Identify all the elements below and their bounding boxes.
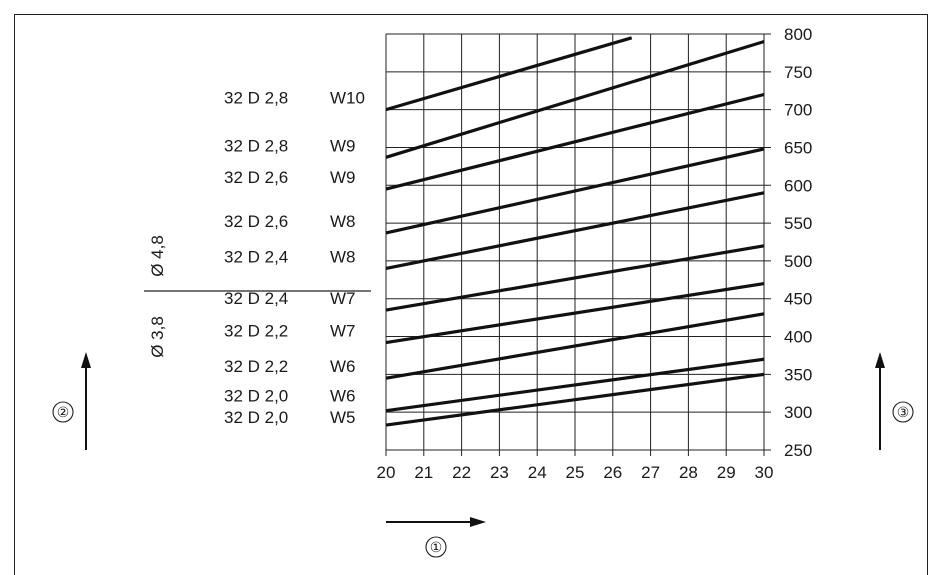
- callouts: ① ② ③: [52, 352, 914, 558]
- series-code-label: 32 D 2,2: [224, 357, 288, 376]
- series-w-label: W8: [330, 212, 356, 231]
- series-code-label: 32 D 2,0: [224, 387, 288, 406]
- y-tick-label: 500: [784, 252, 812, 271]
- series-line: [385, 92, 765, 191]
- series-w-label: W5: [330, 408, 356, 427]
- series-w-label: W6: [330, 387, 356, 406]
- arrow-left-head: [81, 352, 91, 368]
- series-w-label: W7: [330, 322, 356, 341]
- y-tick-label: 450: [784, 290, 812, 309]
- x-axis-ticks: 20 21 22 23 24 25 26 27 28 29 30: [377, 463, 774, 482]
- chart-series: [385, 36, 765, 427]
- y-tick-label: 700: [784, 101, 812, 120]
- series-line: [385, 40, 765, 159]
- y-tick-label: 650: [784, 138, 812, 157]
- arrow-right-head: [875, 352, 885, 368]
- series-code-label: 32 D 2,6: [224, 212, 288, 231]
- callout-1-circle: [425, 536, 447, 558]
- x-tick-label: 24: [528, 463, 547, 482]
- x-tick-label: 20: [377, 463, 396, 482]
- series-w-label: W10: [330, 89, 365, 108]
- diameter-label-lower: Ø 3,8: [148, 316, 167, 358]
- series-line: [385, 36, 633, 112]
- y-tick-label: 550: [784, 214, 812, 233]
- series-w-label: W9: [330, 168, 356, 187]
- series-code-label: 32 D 2,8: [224, 89, 288, 108]
- x-tick-label: 29: [717, 463, 736, 482]
- callout-1-number: ①: [430, 539, 443, 555]
- callout-2-circle: [52, 401, 74, 423]
- y-tick-label: 350: [784, 365, 812, 384]
- x-tick-label: 23: [490, 463, 509, 482]
- callout-2-number: ②: [57, 404, 70, 420]
- figure-frame: [14, 14, 928, 575]
- series-code-label: 32 D 2,4: [224, 289, 288, 308]
- series-code-label: 32 D 2,6: [224, 168, 288, 187]
- x-tick-label: 30: [755, 463, 774, 482]
- callout-3-number: ③: [897, 404, 910, 420]
- x-tick-label: 26: [603, 463, 622, 482]
- y-tick-label: 250: [784, 441, 812, 460]
- series-line: [385, 244, 765, 312]
- series-w-label: W6: [330, 357, 356, 376]
- y-tick-label: 600: [784, 176, 812, 195]
- y-axis-ticks: 250 300 350 400 450 500 550 600 650 700 750 800: [784, 25, 812, 460]
- series-line: [385, 357, 765, 413]
- series-line: [385, 191, 765, 271]
- y-tick-label: 800: [784, 25, 812, 44]
- series-code-label: 32 D 2,8: [224, 136, 288, 155]
- x-tick-label: 25: [566, 463, 585, 482]
- y-tick-label: 750: [784, 63, 812, 82]
- x-tick-label: 21: [414, 463, 433, 482]
- series-line: [385, 147, 765, 235]
- diameter-label-upper: Ø 4,8: [148, 235, 167, 277]
- series-w-label: W9: [330, 136, 356, 155]
- series-labels: 32 D 2,8 W10 32 D 2,8 W9 32 D 2,6 W9 32 D 2,6 W…: [224, 89, 365, 427]
- series-line: [385, 312, 765, 380]
- series-line: [385, 282, 765, 345]
- series-code-label: 32 D 2,0: [224, 408, 288, 427]
- x-tick-label: 28: [679, 463, 698, 482]
- arrow-bottom-head: [470, 517, 486, 527]
- series-code-label: 32 D 2,4: [224, 247, 288, 266]
- series-w-label: W8: [330, 247, 356, 266]
- y-tick-label: 300: [784, 403, 812, 422]
- diameter-groups: Ø 4,8 Ø 3,8: [144, 235, 371, 358]
- x-tick-label: 22: [452, 463, 471, 482]
- x-tick-label: 27: [641, 463, 660, 482]
- series-w-label: W7: [330, 289, 356, 308]
- series-line: [385, 372, 765, 427]
- y-tick-label: 400: [784, 328, 812, 347]
- callout-3-circle: [892, 401, 914, 423]
- series-code-label: 32 D 2,2: [224, 322, 288, 341]
